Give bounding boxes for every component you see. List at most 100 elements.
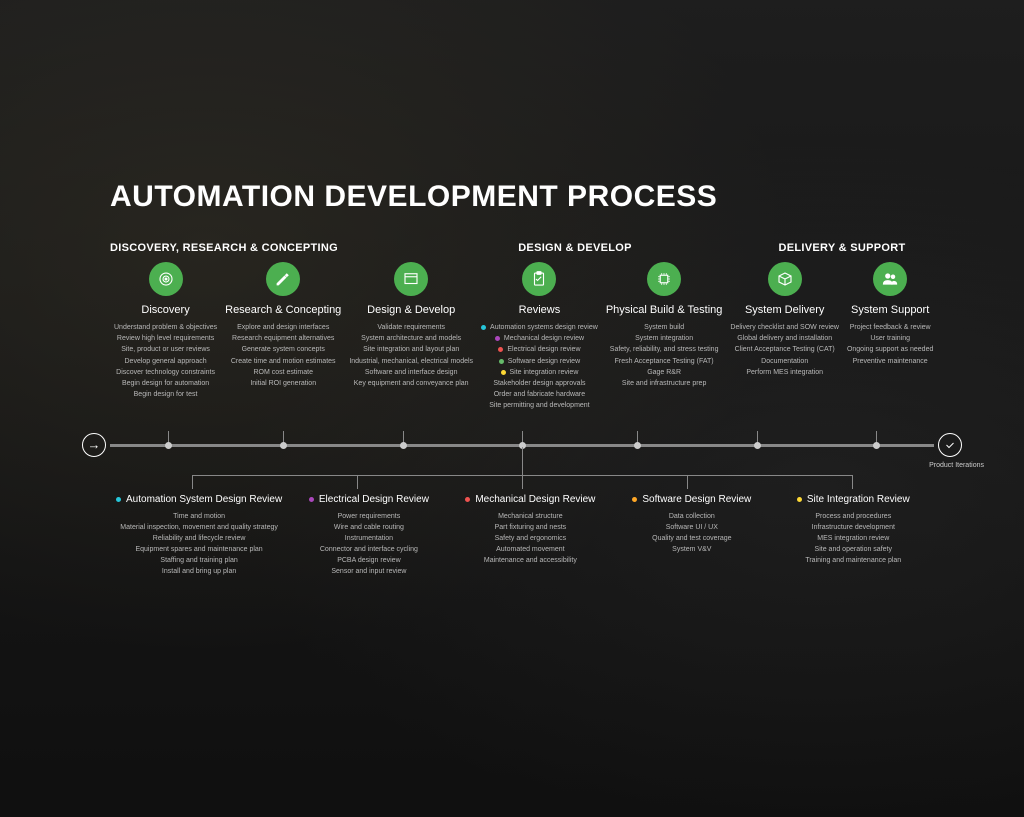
review-column: Automation System Design ReviewTime and … (110, 494, 288, 578)
phase-item: Site and infrastructure prep (606, 378, 723, 389)
phase-item: Client Acceptance Testing (CAT) (730, 344, 839, 355)
phase-item: Software and interface design (349, 367, 473, 378)
color-dot (481, 325, 486, 330)
phase-item: Order and fabricate hardware (481, 389, 598, 400)
timeline-node (754, 442, 761, 449)
review-column: Site Integration Review Process and proce… (773, 494, 934, 578)
phase-bullet-item: Mechanical design review (481, 333, 598, 344)
color-dot (465, 497, 470, 502)
review-item: Install and bring up plan (116, 566, 282, 577)
connector-vertical (687, 475, 688, 489)
phase-item: Understand problem & objectives (114, 322, 217, 333)
main-title: AUTOMATION DEVELOPMENT PROCESS (110, 180, 934, 214)
phase-item: Site permitting and development (481, 400, 598, 411)
phase-column: System Delivery Delivery checklist and SO… (726, 262, 843, 412)
review-items: Time and motionMaterial inspection, move… (116, 511, 282, 578)
timeline-node (280, 442, 287, 449)
phase-item: System architecture and models (349, 333, 473, 344)
review-item: Maintenance and accessibility (456, 555, 605, 566)
review-item: Material inspection, movement and qualit… (116, 522, 282, 533)
phase-title: Reviews (481, 304, 598, 316)
reviews-row: Automation System Design ReviewTime and … (110, 494, 934, 578)
phase-column: Reviews Automation systems design reviewM… (477, 262, 602, 412)
phase-item: System integration (606, 333, 723, 344)
phase-item: Stakeholder design approvals (481, 378, 598, 389)
color-dot (116, 497, 121, 502)
review-item: MES integration review (779, 533, 928, 544)
phase-title: Physical Build & Testing (606, 304, 723, 316)
phase-item: Explore and design interfaces (225, 322, 341, 333)
iterations-label: Product Iterations (929, 462, 984, 469)
review-item: Process and procedures (779, 511, 928, 522)
color-dot (495, 336, 500, 341)
phase-item: Begin design for test (114, 389, 217, 400)
phase-column: Research & ConceptingExplore and design … (221, 262, 345, 412)
review-item: Equipment spares and maintenance plan (116, 544, 282, 555)
phase-item: Fresh Acceptance Testing (FAT) (606, 356, 723, 367)
review-item: Connector and interface cycling (294, 544, 443, 555)
phase-items: Automation systems design reviewMechanic… (481, 322, 598, 412)
phase-item: Industrial, mechanical, electrical model… (349, 356, 473, 367)
section-label: DISCOVERY, RESEARCH & CONCEPTING (110, 242, 400, 254)
phase-item: Ongoing support as needed (847, 344, 933, 355)
phase-title: System Delivery (730, 304, 839, 316)
connector-vertical (357, 475, 358, 489)
review-item: Software UI / UX (617, 522, 766, 533)
review-column: Mechanical Design ReviewMechanical struc… (450, 494, 611, 578)
phase-item: ROM cost estimate (225, 367, 341, 378)
review-item: Instrumentation (294, 533, 443, 544)
phase-column: System Support Project feedback & reviewU… (843, 262, 937, 412)
section-label: DESIGN & DEVELOP (400, 242, 750, 254)
color-dot (309, 497, 314, 502)
phase-item: Review high level requirements (114, 333, 217, 344)
review-item: Safety and ergonomics (456, 533, 605, 544)
review-title: Site Integration Review (779, 494, 928, 505)
phase-items: System buildSystem integrationSafety, re… (606, 322, 723, 389)
review-item: System V&V (617, 544, 766, 555)
phase-title: System Support (847, 304, 933, 316)
phase-items: Project feedback & reviewUser trainingOn… (847, 322, 933, 367)
phase-bullet-item: Site integration review (481, 367, 598, 378)
phase-item: Validate requirements (349, 322, 473, 333)
timeline-node (400, 442, 407, 449)
review-title: Electrical Design Review (294, 494, 443, 505)
phase-item: Develop general approach (114, 356, 217, 367)
phase-title: Discovery (114, 304, 217, 316)
phase-bullet-item: Software design review (481, 356, 598, 367)
review-item: PCBA design review (294, 555, 443, 566)
phase-item: System build (606, 322, 723, 333)
clipboard-icon (522, 262, 556, 296)
review-column: Software Design ReviewData collectionSof… (611, 494, 772, 578)
timeline-end-icon (938, 433, 962, 457)
review-item: Training and maintenance plan (779, 555, 928, 566)
color-dot (632, 497, 637, 502)
target-icon (149, 262, 183, 296)
connector-vertical (192, 475, 193, 489)
connector-vertical (852, 475, 853, 489)
people-icon (873, 262, 907, 296)
timeline: → Product Iterations (110, 420, 934, 470)
review-item: Staffing and training plan (116, 555, 282, 566)
review-item: Infrastructure development (779, 522, 928, 533)
section-label: DELIVERY & SUPPORT (750, 242, 934, 254)
review-column: Electrical Design Review Power requiremen… (288, 494, 449, 578)
review-item: Quality and test coverage (617, 533, 766, 544)
review-title: Mechanical Design Review (456, 494, 605, 505)
color-dot (797, 497, 802, 502)
timeline-node (634, 442, 641, 449)
phase-items: Understand problem & objectivesReview hi… (114, 322, 217, 400)
phase-item: Documentation (730, 356, 839, 367)
color-dot (498, 347, 503, 352)
phase-item: Project feedback & review (847, 322, 933, 333)
phase-title: Design & Develop (349, 304, 473, 316)
review-item: Power requirements (294, 511, 443, 522)
section-labels-row: DISCOVERY, RESEARCH & CONCEPTINGDESIGN &… (110, 242, 934, 254)
phase-items: Validate requirementsSystem architecture… (349, 322, 473, 389)
timeline-node (165, 442, 172, 449)
review-item: Time and motion (116, 511, 282, 522)
phases-row: Discovery Understand problem & objectives… (110, 262, 934, 412)
review-items: Process and proceduresInfrastructure dev… (779, 511, 928, 567)
review-items: Power requirementsWire and cable routing… (294, 511, 443, 578)
review-items: Data collectionSoftware UI / UXQuality a… (617, 511, 766, 556)
phase-item: Delivery checklist and SOW review (730, 322, 839, 333)
